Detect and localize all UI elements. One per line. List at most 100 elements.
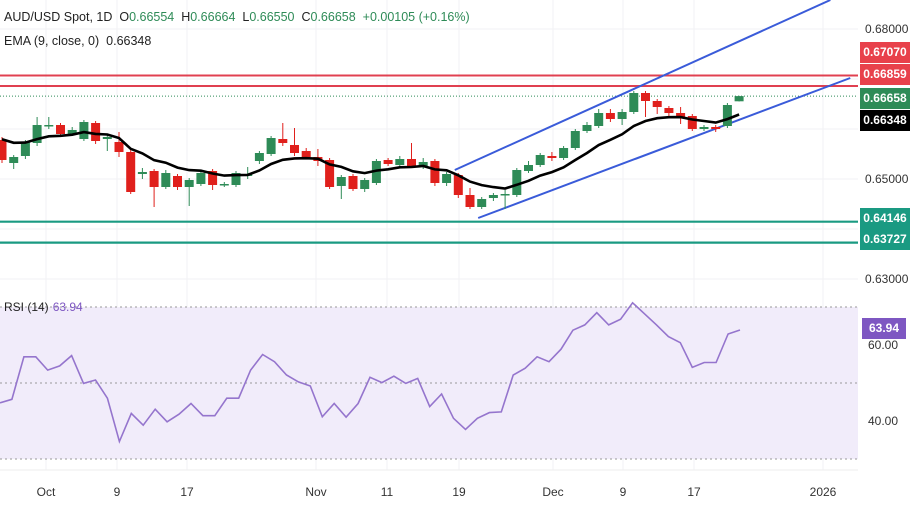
candle [137, 168, 147, 179]
candle-body [360, 180, 370, 189]
candle-body [559, 148, 569, 158]
candles [0, 91, 744, 209]
ema-label: EMA (9, close, 0) [4, 34, 100, 48]
support-badge: 0.64146 [860, 208, 910, 229]
candle-body [231, 173, 241, 185]
candle-body [383, 160, 393, 164]
rsi-label: RSI (14) [4, 300, 49, 314]
high-value: 0.66664 [190, 10, 236, 24]
candle-body [722, 105, 732, 126]
candle [711, 125, 721, 132]
candle-body [582, 125, 592, 131]
candle [699, 125, 709, 131]
candle [442, 172, 452, 186]
candle-body [594, 113, 604, 126]
candle [734, 95, 744, 102]
candle [559, 146, 569, 160]
candle-body [629, 93, 639, 112]
candle [196, 171, 206, 186]
candle-body [219, 184, 229, 186]
ema-badge: 0.66348 [860, 110, 910, 131]
rsi-band-fill [0, 307, 858, 459]
x-tick: 17 [180, 485, 194, 499]
candle-body [500, 194, 510, 196]
low-label: L [242, 10, 250, 24]
candle-body [617, 112, 627, 119]
candle [9, 155, 19, 169]
candle-body [173, 176, 182, 187]
rsi-badge: 63.94 [862, 318, 906, 339]
candle-body [208, 171, 218, 185]
x-tick: 19 [452, 485, 466, 499]
channel-upper-line [454, 0, 831, 171]
price-tick: 0.65000 [865, 172, 909, 186]
candle-body [535, 155, 545, 165]
candle-body [348, 176, 358, 189]
candle [594, 109, 604, 128]
candle [102, 134, 112, 151]
candle-body [102, 137, 112, 139]
candle-body [184, 180, 194, 187]
x-tick: Dec [542, 485, 564, 499]
candle-body [137, 172, 147, 174]
high-label: H [181, 10, 191, 24]
candle-body [266, 138, 276, 154]
candle [605, 109, 615, 122]
candle [114, 132, 124, 157]
candle-body [453, 175, 463, 195]
candle-body [407, 159, 416, 166]
candle-body [278, 139, 288, 143]
x-tick: 11 [380, 485, 394, 499]
candle-body [664, 108, 674, 113]
candle [336, 175, 346, 199]
candle [676, 107, 686, 124]
rsi-tick: 40.00 [868, 414, 899, 428]
candle-body [699, 127, 709, 129]
candle [453, 173, 463, 198]
candle-body [91, 123, 101, 141]
candle-body [687, 116, 697, 129]
open-value: 0.66554 [129, 10, 175, 24]
candle [231, 171, 241, 187]
price-tick: 0.68000 [865, 22, 909, 36]
candle [161, 170, 171, 189]
candle [383, 158, 393, 166]
candle [407, 143, 416, 168]
candle-body [126, 152, 136, 192]
candle [91, 121, 101, 144]
candle [582, 122, 592, 133]
rsi-line [0, 301, 741, 444]
candle-body [301, 151, 311, 157]
rsi-pane [0, 306, 858, 460]
symbol-title[interactable]: AUD/USD Spot, 1D [4, 10, 113, 24]
candle-body [67, 130, 77, 134]
candle-body [547, 156, 557, 158]
ema-legend[interactable]: EMA (9, close, 0) 0.66348 [4, 34, 151, 48]
candle-body [430, 161, 440, 183]
candle [219, 182, 229, 187]
channel-lower-line [477, 77, 851, 219]
candle [395, 156, 405, 167]
candle-body [0, 140, 7, 160]
horizontal-levels[interactable] [0, 74, 858, 244]
candle-body [32, 125, 42, 143]
price-channel[interactable] [454, 0, 851, 219]
candle [360, 178, 370, 192]
candle-body [254, 153, 264, 161]
candle [79, 120, 89, 141]
candle-body [114, 142, 124, 152]
ema-line [1, 113, 740, 190]
candle-body [20, 142, 30, 156]
last-price-badge: 0.66658 [860, 88, 910, 109]
candle [664, 106, 674, 116]
candle-body [477, 199, 487, 207]
candle [524, 161, 533, 173]
candle [687, 114, 697, 131]
change-value: +0.00105 (+0.16%) [362, 10, 470, 24]
low-value: 0.66550 [249, 10, 295, 24]
rsi-legend[interactable]: RSI (14) 63.94 [4, 300, 83, 314]
candle [290, 128, 299, 156]
price-tick: 0.63000 [865, 272, 909, 286]
rsi-value: 63.94 [52, 300, 83, 314]
